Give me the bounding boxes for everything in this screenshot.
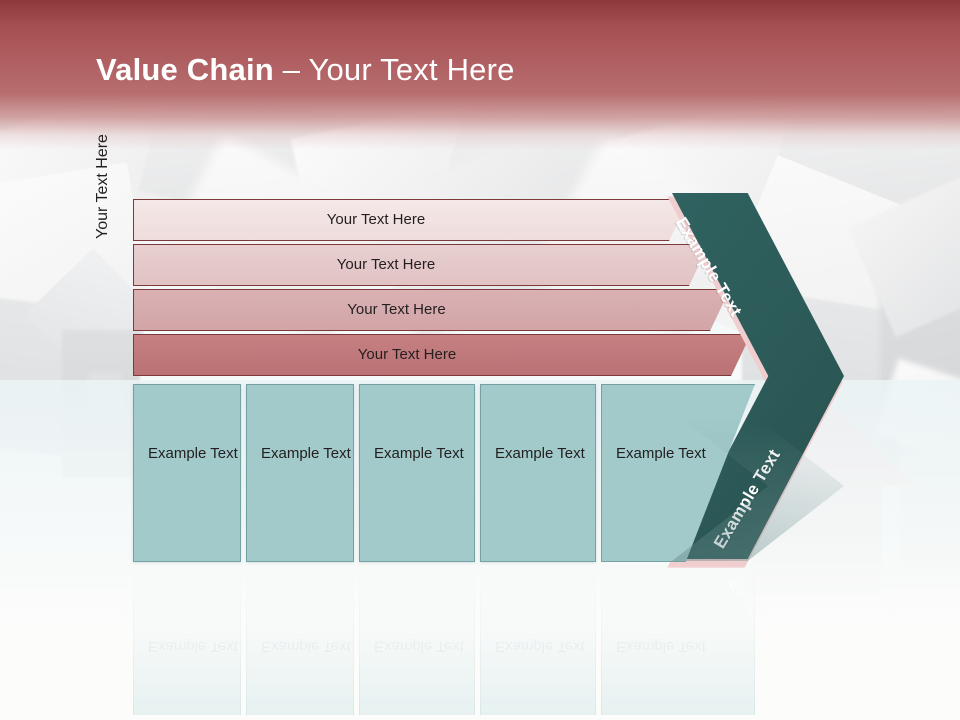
value-chain-bar-label: Your Text Here <box>357 346 457 363</box>
value-chain-bar-label: Your Text Here <box>336 256 436 273</box>
process-step-box[interactable]: Example Text <box>133 384 241 562</box>
process-step-reflection: Example Text <box>246 565 354 715</box>
value-chain-bar-label: Your Text Here <box>326 211 426 228</box>
page-title: Value Chain – Your Text Here <box>96 52 515 88</box>
process-step-reflection-label: Example Text <box>374 638 464 655</box>
value-chain-bar[interactable]: Your Text Here <box>133 244 709 286</box>
process-step-box[interactable]: Example Text <box>480 384 596 562</box>
process-step-box[interactable]: Example Text <box>246 384 354 562</box>
value-chain-bar[interactable]: Your Text Here <box>133 334 751 376</box>
process-step-reflection: Example Text <box>480 565 596 715</box>
page-title-strong: Value Chain <box>96 52 274 87</box>
process-step-reflection: Example Text <box>359 565 475 715</box>
process-step-label: Example Text <box>495 445 585 462</box>
process-step-box[interactable]: Example Text <box>359 384 475 562</box>
page-title-rest: – Your Text Here <box>273 52 515 87</box>
process-step-reflection-label: Example Text <box>261 638 351 655</box>
value-chain-bar-label: Your Text Here <box>347 301 446 318</box>
value-chain-bar[interactable]: Your Text Here <box>133 289 730 331</box>
process-step-reflection-label: Example Text <box>148 638 238 655</box>
vertical-axis-label: Your Text Here <box>94 134 111 239</box>
process-step-label: Example Text <box>616 445 706 462</box>
process-step-label: Example Text <box>148 445 238 462</box>
process-step-label: Example Text <box>374 445 464 462</box>
process-step-reflection-label: Example Text <box>616 638 706 655</box>
process-step-reflection: Example Text <box>133 565 241 715</box>
value-chain-bar[interactable]: Your Text Here <box>133 199 689 241</box>
process-step-label: Example Text <box>261 445 351 462</box>
process-step-reflection-label: Example Text <box>495 638 585 655</box>
